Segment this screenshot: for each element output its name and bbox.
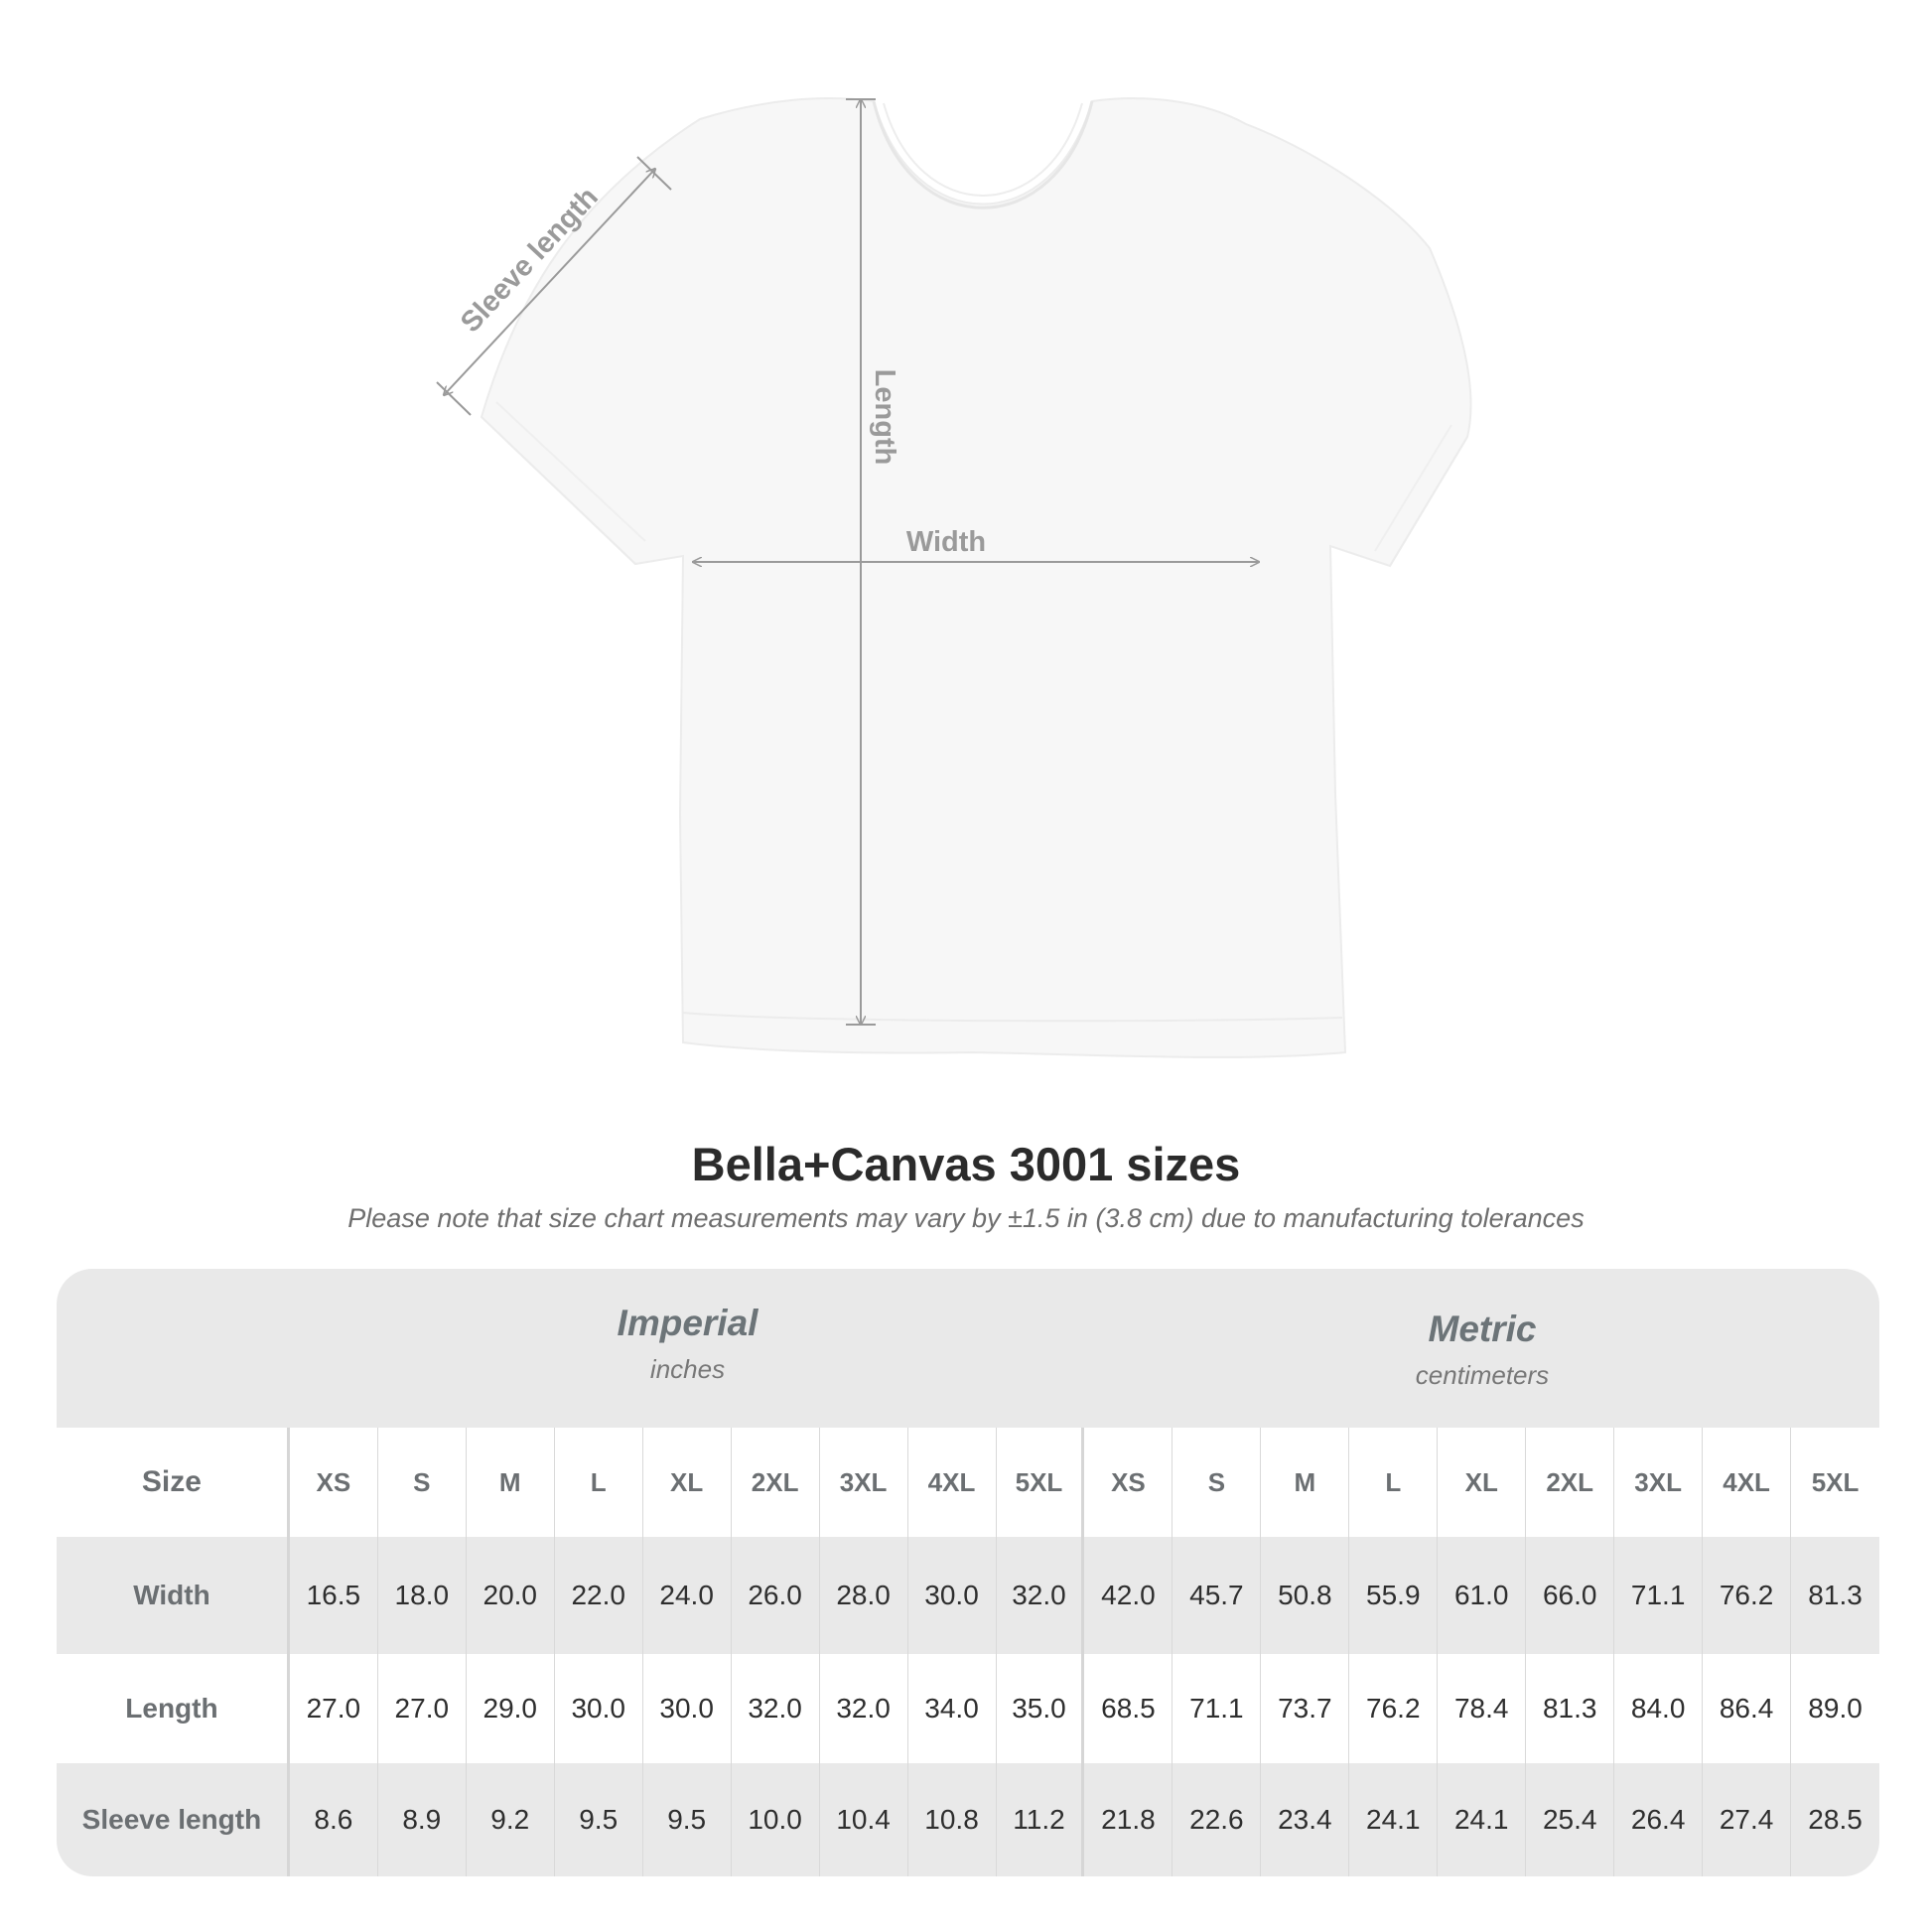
value-cell: 50.8 [1261,1537,1350,1654]
value-cell: 22.6 [1173,1763,1262,1876]
value-cell: 8.6 [290,1763,378,1876]
unit-header-band [57,1269,1879,1428]
value-cell: 68.5 [1084,1654,1173,1763]
size-cell: XS [1084,1428,1173,1537]
size-header: Size [57,1428,290,1537]
value-cell: 18.0 [378,1537,467,1654]
value-cell: 29.0 [467,1654,555,1763]
size-table: Imperial inches Metric centimeters Size … [57,1269,1879,1876]
size-header-row: Size XS S M L XL 2XL 3XL 4XL 5XL XS S M … [57,1428,1879,1537]
size-cell: 2XL [1526,1428,1615,1537]
value-cell: 32.0 [820,1654,908,1763]
value-cell: 27.0 [290,1654,378,1763]
sleeve-length-row: Sleeve length 8.6 8.9 9.2 9.5 9.5 10.0 1… [57,1763,1879,1876]
size-cell: L [1349,1428,1439,1537]
value-cell: 11.2 [997,1763,1085,1876]
tshirt-shape [480,97,1472,1058]
value-cell: 27.0 [378,1654,467,1763]
value-cell: 24.1 [1349,1763,1439,1876]
metric-group: Metric centimeters [1085,1309,1879,1391]
size-cell: 4XL [908,1428,997,1537]
value-cell: 27.4 [1703,1763,1792,1876]
value-cell: 71.1 [1614,1537,1704,1654]
value-cell: 86.4 [1703,1654,1792,1763]
value-cell: 28.5 [1808,1804,1863,1835]
size-cell: S [1173,1428,1262,1537]
size-cell: 5XL [1811,1466,1860,1497]
value-cell: 71.1 [1173,1654,1262,1763]
value-cell: 28.0 [820,1537,908,1654]
size-cell: XL [1438,1428,1527,1537]
size-cell: 3XL [1614,1428,1704,1537]
value-cell: 25.4 [1526,1763,1615,1876]
size-cell: L [555,1428,643,1537]
value-cell: 9.5 [555,1763,643,1876]
value-cell: 84.0 [1614,1654,1704,1763]
size-cell: M [1261,1428,1350,1537]
value-cell: 81.3 [1808,1580,1863,1610]
value-cell: 8.9 [378,1763,467,1876]
value-cell: 16.5 [290,1537,378,1654]
value-cell: 26.0 [732,1537,820,1654]
value-cell: 20.0 [467,1537,555,1654]
value-cell: 26.4 [1614,1763,1704,1876]
tshirt-collar [872,100,1094,209]
value-cell: 81.3 [1526,1654,1615,1763]
width-label: Width [906,526,986,558]
value-cell: 76.2 [1703,1537,1792,1654]
value-cell: 45.7 [1173,1537,1262,1654]
value-cell: 73.7 [1261,1654,1350,1763]
value-cell: 22.0 [555,1537,643,1654]
value-cell: 23.4 [1261,1763,1350,1876]
value-cell: 30.0 [643,1654,732,1763]
value-cell: 24.1 [1438,1763,1527,1876]
tolerance-note: Please note that size chart measurements… [347,1203,1585,1233]
value-cell: 34.0 [908,1654,997,1763]
value-cell: 9.2 [467,1763,555,1876]
size-cell: XS [290,1428,378,1537]
length-label: Length [869,369,900,466]
width-row: Width 16.5 18.0 20.0 22.0 24.0 26.0 28.0… [57,1537,1879,1654]
value-cell: 10.4 [820,1763,908,1876]
value-cell: 32.0 [732,1654,820,1763]
value-cell: 89.0 [1808,1693,1863,1724]
value-cell: 76.2 [1349,1654,1439,1763]
sleeve-length-arrow [444,169,655,395]
size-cell: 2XL [732,1428,820,1537]
metric-title: Metric [1428,1309,1537,1349]
tshirt-measurement-diagram: Length Width Sleeve length [436,97,1472,1058]
size-cell: 5XL [997,1428,1085,1537]
imperial-group: Imperial inches [290,1303,1085,1385]
value-cell: 10.8 [908,1763,997,1876]
imperial-unit: inches [649,1354,726,1384]
value-cell: 55.9 [1349,1537,1439,1654]
value-cell: 66.0 [1526,1537,1615,1654]
size-cell: 3XL [820,1428,908,1537]
value-cell: 78.4 [1438,1654,1527,1763]
size-cell: XL [643,1428,732,1537]
row-label: Sleeve length [57,1763,290,1876]
value-cell: 9.5 [643,1763,732,1876]
metric-unit: centimeters [1415,1360,1550,1390]
value-cell: 30.0 [908,1537,997,1654]
value-cell: 24.0 [643,1537,732,1654]
size-cell: S [378,1428,467,1537]
value-cell: 21.8 [1084,1763,1173,1876]
chart-title: Bella+Canvas 3001 sizes [691,1138,1241,1190]
value-cell: 32.0 [997,1537,1085,1654]
value-cell: 35.0 [997,1654,1085,1763]
value-cell: 10.0 [732,1763,820,1876]
value-cell: 42.0 [1084,1537,1173,1654]
row-label: Width [57,1537,290,1654]
value-cell: 30.0 [555,1654,643,1763]
imperial-title: Imperial [617,1303,759,1343]
row-label: Length [57,1654,290,1763]
value-cell: 61.0 [1438,1537,1527,1654]
size-cell: M [467,1428,555,1537]
length-row: Length 27.0 27.0 29.0 30.0 30.0 32.0 32.… [57,1654,1879,1763]
size-cell: 4XL [1703,1428,1792,1537]
